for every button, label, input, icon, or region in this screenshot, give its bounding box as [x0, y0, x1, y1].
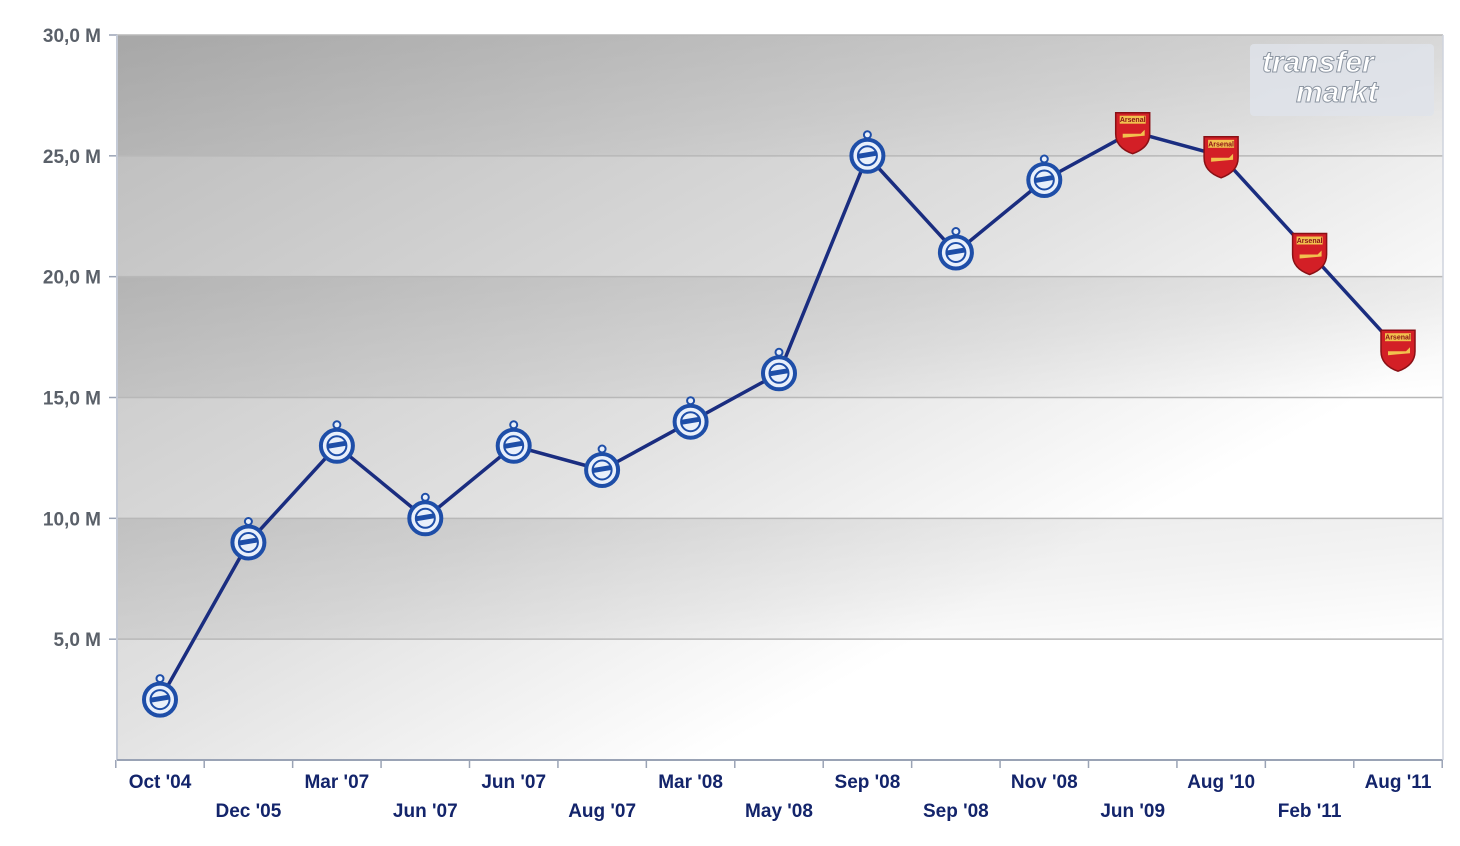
x-tick-label: Jun '09 — [1100, 801, 1165, 822]
zenit-stripe-icon — [946, 247, 965, 256]
zenit-crown-icon — [686, 396, 696, 406]
zenit-stripe-icon — [858, 150, 877, 159]
club-crest-markers: Arsenal Arsenal Arsenal Arsenal — [142, 111, 1416, 718]
axes — [116, 35, 1444, 761]
logo-line-1: transfer — [1262, 46, 1376, 79]
cannon-icon — [1211, 153, 1234, 162]
zenit-crown-icon — [862, 130, 872, 140]
data-point-zenit-crest — [230, 517, 267, 561]
data-point-zenit-crest — [584, 444, 621, 488]
arsenal-banner-icon — [1296, 236, 1323, 245]
y-tick-label: 10,0 M — [43, 509, 101, 530]
zenit-stripe-icon — [327, 440, 346, 449]
grid-band — [117, 35, 1443, 156]
data-point-zenit-crest — [495, 420, 532, 464]
zenit-crown-icon — [155, 674, 165, 684]
zenit-stripe-icon — [151, 694, 169, 703]
x-tick-label: Dec '05 — [216, 801, 282, 822]
x-tick-label: Jun '07 — [393, 801, 458, 822]
zenit-ball-icon — [1033, 169, 1055, 191]
arsenal-crest-text: Arsenal — [1385, 335, 1411, 342]
zenit-crown-icon — [774, 347, 784, 357]
y-tick-label: 30,0 M — [43, 26, 101, 47]
x-tick-label: Aug '11 — [1365, 772, 1432, 793]
zenit-ball-icon — [680, 411, 702, 433]
arsenal-crest-text: Arsenal — [1297, 238, 1323, 245]
y-tick-label: 15,0 M — [43, 389, 101, 410]
zenit-ball-icon — [414, 507, 436, 529]
x-tick-label: May '08 — [745, 801, 813, 822]
arsenal-banner-icon — [1385, 333, 1411, 342]
data-point-zenit-crest — [849, 130, 886, 174]
zenit-stripe-icon — [681, 416, 700, 425]
zenit-stripe-icon — [239, 537, 258, 546]
grid-band — [117, 518, 1443, 640]
zenit-ball-icon — [149, 689, 171, 711]
x-tick-label: Aug '07 — [568, 801, 636, 822]
arsenal-banner-icon — [1208, 139, 1235, 148]
zenit-crown-icon — [332, 420, 342, 430]
grid-bands — [117, 35, 1443, 640]
zenit-ball-icon — [503, 435, 525, 457]
data-point-zenit-crest — [937, 227, 974, 271]
x-tick-label: Sep '08 — [923, 801, 989, 822]
zenit-stripe-icon — [593, 465, 612, 473]
y-tick-labels: 5,0 M 10,0 M 15,0 M 20,0 M 25,0 M 30,0 M — [43, 26, 101, 651]
zenit-ball-icon — [945, 242, 967, 263]
zenit-stripe-icon — [416, 513, 435, 522]
x-tick-label: Jun '07 — [481, 772, 546, 793]
zenit-crown-icon — [420, 492, 430, 502]
zenit-stripe-icon — [504, 440, 523, 449]
x-tick-label: Aug '10 — [1187, 772, 1255, 793]
data-point-zenit-crest — [407, 492, 444, 537]
cannon-icon — [1299, 250, 1322, 259]
zenit-ball-icon — [326, 435, 348, 457]
data-point-zenit-crest — [672, 396, 709, 440]
data-point-arsenal-crest: Arsenal — [1291, 232, 1328, 276]
data-point-zenit-crest — [761, 347, 797, 392]
x-tick-label: Mar '07 — [304, 772, 369, 793]
zenit-crown-icon — [597, 444, 607, 454]
data-point-arsenal-crest: Arsenal — [1203, 136, 1239, 179]
arsenal-crest-text: Arsenal — [1120, 117, 1146, 124]
x-tick-label: Nov '08 — [1011, 772, 1078, 793]
y-tick-label: 25,0 M — [43, 147, 101, 168]
zenit-crown-icon — [951, 227, 961, 236]
data-point-zenit-crest — [1026, 154, 1063, 198]
logo-line-2: markt — [1296, 76, 1380, 109]
zenit-ball-icon — [856, 145, 878, 167]
arsenal-crest-text: Arsenal — [1208, 141, 1234, 148]
transfermarkt-logo: transfer markt — [1250, 44, 1434, 116]
x-tick-label: Sep '08 — [835, 772, 901, 793]
data-point-arsenal-crest: Arsenal — [1114, 111, 1151, 155]
zenit-crown-icon — [1039, 154, 1049, 164]
cannon-icon — [1122, 129, 1145, 138]
x-tick-labels: Oct '04 Dec '05 Mar '07 Jun '07 Jun '07 Aug '… — [115, 760, 1443, 822]
data-point-zenit-crest — [142, 674, 178, 718]
cannon-icon — [1388, 347, 1410, 356]
zenit-stripe-icon — [1035, 175, 1054, 183]
data-point-arsenal-crest: Arsenal — [1380, 329, 1416, 372]
x-tick-label: Oct '04 — [129, 772, 192, 793]
zenit-ball-icon — [237, 532, 259, 553]
y-tick-label: 5,0 M — [53, 630, 101, 651]
arsenal-banner-icon — [1119, 115, 1146, 124]
zenit-stripe-icon — [770, 368, 788, 377]
x-tick-label: Feb '11 — [1278, 801, 1342, 822]
zenit-ball-icon — [768, 362, 790, 384]
x-tick-label: Mar '08 — [658, 772, 723, 793]
zenit-ball-icon — [591, 459, 613, 481]
zenit-crown-icon — [509, 420, 519, 430]
y-tick-label: 20,0 M — [43, 268, 101, 289]
zenit-crown-icon — [243, 517, 253, 526]
data-point-zenit-crest — [318, 420, 355, 464]
